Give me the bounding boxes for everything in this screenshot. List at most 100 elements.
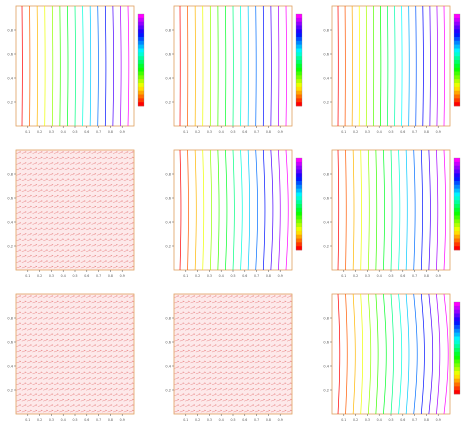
ytick-label: 0.4	[323, 221, 329, 225]
xtick-label: 0.7	[412, 418, 417, 422]
ytick-label: 0.6	[7, 197, 13, 201]
colorbar-segment	[296, 223, 302, 227]
colorbar-segment	[454, 91, 460, 95]
colorbar-segment	[454, 33, 460, 37]
colorbar-segment	[138, 45, 144, 49]
colorbar-segment	[454, 317, 460, 321]
xtick-label: 0.9	[436, 418, 441, 422]
colorbar-segment	[296, 33, 302, 37]
colorbar-segment	[138, 60, 144, 64]
colorbar-segment	[454, 356, 460, 360]
xtick-label: 0.8	[266, 418, 271, 422]
xtick-label: 0.1	[341, 418, 346, 422]
xtick-label: 0.4	[61, 130, 66, 134]
ytick-label: 0.8	[323, 29, 329, 33]
colorbar-segment	[454, 379, 460, 383]
colorbar-segment	[454, 344, 460, 348]
colorbar-segment	[138, 49, 144, 53]
colorbar-segment	[138, 83, 144, 87]
xtick-label: 0.9	[436, 130, 441, 134]
xtick-label: 0.3	[49, 418, 54, 422]
colorbar-segment	[454, 72, 460, 76]
colorbar-segment	[296, 170, 302, 174]
colorbar-segment	[454, 371, 460, 375]
ytick-label: 0.8	[165, 29, 171, 33]
xtick-label: 0.4	[219, 418, 224, 422]
ytick-label: 0.2	[165, 389, 171, 393]
ytick-label: 0.8	[165, 173, 171, 177]
colorbar-segment	[138, 98, 144, 102]
xtick-label: 0.2	[353, 274, 358, 278]
colorbar-segment	[296, 87, 302, 91]
xtick-label: 0.1	[341, 274, 346, 278]
colorbar-segment	[296, 72, 302, 76]
xtick-label: 0.5	[72, 418, 77, 422]
ytick-label: 0.6	[165, 53, 171, 57]
colorbar-segment	[454, 200, 460, 204]
colorbar-segment	[296, 227, 302, 231]
colorbar-segment	[138, 41, 144, 45]
colorbar-segment	[296, 181, 302, 185]
xtick-label: 0.2	[195, 418, 200, 422]
xtick-label: 0.6	[400, 274, 405, 278]
colorbar-segment	[454, 219, 460, 223]
colorbar-segment	[454, 386, 460, 390]
colorbar-segment	[138, 68, 144, 72]
colorbar-segment	[454, 383, 460, 387]
ytick-label: 0.6	[323, 341, 329, 345]
colorbar-segment	[296, 219, 302, 223]
colorbar-segment	[296, 235, 302, 239]
colorbar-segment	[454, 60, 460, 64]
colorbar-segment	[454, 310, 460, 314]
xtick-label: 0.5	[388, 130, 393, 134]
xtick-label: 0.4	[377, 418, 382, 422]
xtick-label: 0.2	[37, 130, 42, 134]
colorbar-segment	[296, 204, 302, 208]
axes-frame	[332, 294, 450, 414]
colorbar-segment	[138, 29, 144, 33]
ytick-label: 0.8	[7, 317, 13, 321]
colorbar-segment	[454, 333, 460, 337]
colorbar-segment	[454, 75, 460, 79]
xtick-label: 0.3	[365, 418, 370, 422]
xtick-label: 0.1	[341, 130, 346, 134]
colorbar-segment	[454, 306, 460, 310]
colorbar-segment	[296, 37, 302, 41]
colorbar-segment	[454, 26, 460, 30]
colorbar-segment	[454, 41, 460, 45]
xtick-label: 0.3	[49, 130, 54, 134]
colorbar-segment	[138, 37, 144, 41]
colorbar-segment	[296, 212, 302, 216]
xtick-label: 0.6	[84, 130, 89, 134]
ytick-label: 0.8	[7, 173, 13, 177]
ytick-label: 0.6	[165, 197, 171, 201]
xtick-label: 0.6	[242, 130, 247, 134]
xtick-label: 0.9	[120, 274, 125, 278]
xtick-label: 0.5	[72, 274, 77, 278]
colorbar-segment	[454, 242, 460, 246]
xtick-label: 0.3	[207, 274, 212, 278]
colorbar-segment	[454, 246, 460, 250]
colorbar-segment	[454, 64, 460, 68]
colorbar-segment	[454, 79, 460, 83]
colorbar-segment	[454, 231, 460, 235]
colorbar-segment	[454, 329, 460, 333]
xtick-label: 0.6	[400, 418, 405, 422]
xtick-label: 0.7	[254, 130, 259, 134]
ytick-label: 0.4	[7, 365, 13, 369]
ytick-label: 0.2	[165, 101, 171, 105]
xtick-label: 0.9	[278, 130, 283, 134]
xtick-label: 0.2	[195, 130, 200, 134]
colorbar-segment	[454, 102, 460, 106]
axes-frame	[174, 150, 292, 270]
xtick-label: 0.4	[61, 274, 66, 278]
xtick-label: 0.1	[183, 130, 188, 134]
ytick-label: 0.6	[323, 197, 329, 201]
